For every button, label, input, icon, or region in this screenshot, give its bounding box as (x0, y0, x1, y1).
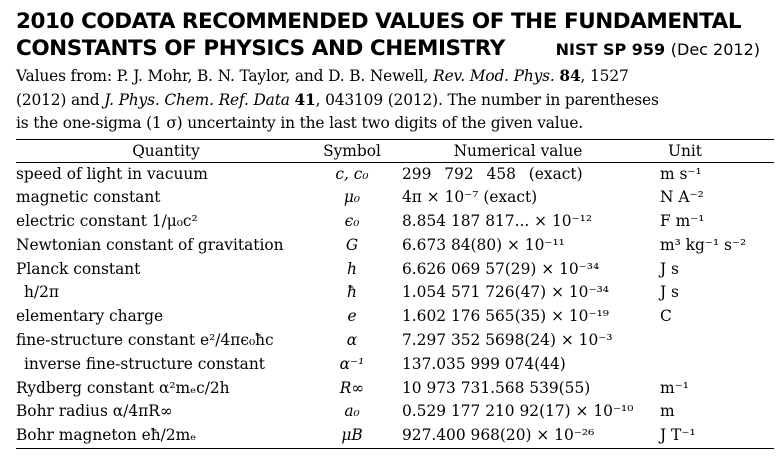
cell-quantity: elementary charge (16, 307, 164, 326)
title-line-2-text: CONSTANTS OF PHYSICS AND CHEMISTRY (16, 36, 505, 61)
cell-unit: m (660, 402, 675, 421)
title-line-1: 2010 CODATA RECOMMENDED VALUES OF THE FU… (16, 9, 742, 34)
journal-page: , 1527 (580, 67, 629, 85)
intro-text: Values from: P. J. Mohr, B. N. Taylor, a… (16, 67, 429, 85)
cell-value: 137.035 999 074(44) (402, 354, 566, 373)
cell-value: 299 792 458 (exact) (402, 164, 583, 183)
cell-value: 927.400 968(20) × 10⁻²⁶ (402, 426, 595, 445)
publication-id: NIST SP 959 (555, 40, 666, 59)
title-line-2: CONSTANTS OF PHYSICS AND CHEMISTRY NIST … (16, 35, 768, 63)
cell-value: 6.626 069 57(29) × 10⁻³⁴ (402, 259, 600, 278)
cell-symbol: G (345, 235, 359, 254)
cell-symbol: R∞ (339, 378, 365, 397)
header-unit: Unit (668, 141, 702, 160)
cell-symbol: ħ (347, 283, 357, 302)
publication-info: NIST SP 959 (Dec 2012) (556, 36, 760, 63)
journal-name: Rev. Mod. Phys. (433, 67, 555, 85)
cell-unit: m s⁻¹ (660, 164, 702, 183)
intro-line-3: is the one-sigma (1 σ) uncertainty in th… (16, 114, 584, 132)
header-symbol: Symbol (323, 141, 381, 160)
cell-quantity: inverse fine-structure constant (24, 354, 265, 373)
table-row: Newtonian constant of gravitation G 6.673 … (16, 234, 774, 258)
cell-unit: m⁻¹ (660, 378, 689, 397)
cell-unit (648, 353, 774, 377)
cell-quantity: fine-structure constant e²/4πϵ₀ħc (16, 331, 274, 350)
cell-symbol: μ₀ (343, 188, 361, 207)
cell-unit: F m⁻¹ (660, 212, 705, 231)
cell-value: 4π × 10⁻⁷ (exact) (402, 188, 538, 207)
cell-value: 6.673 84(80) × 10⁻¹¹ (402, 235, 565, 254)
intro-text: (2012) and (16, 90, 100, 109)
cell-symbol: ϵ₀ (344, 212, 360, 231)
table-row: Bohr magneton eħ/2mₑ μB 927.400 968(20) × … (16, 424, 774, 449)
cell-unit (648, 329, 774, 353)
intro-line-2: (2012) and J. Phys. Chem. Ref. Data 41, … (16, 89, 768, 113)
cell-unit: C (660, 307, 672, 326)
table-row: electric constant 1/μ₀c² ϵ₀ 8.854 187 817.… (16, 210, 774, 234)
table-row: Bohr radius α/4πR∞ a₀ 0.529 177 210 92(17)… (16, 400, 774, 424)
intro-text: , 043109 (2012). The number in parenthes… (315, 90, 659, 109)
cell-unit: J s (660, 283, 679, 302)
document: 2010 CODATA RECOMMENDED VALUES OF THE FU… (16, 8, 774, 449)
intro-line-1: Values from: P. J. Mohr, B. N. Taylor, a… (16, 65, 768, 89)
table-header-row: Quantity Symbol Numerical value Unit (16, 139, 774, 162)
cell-value: 10 973 731.568 539(55) (402, 378, 591, 397)
cell-value: 1.602 176 565(35) × 10⁻¹⁹ (402, 307, 609, 326)
cell-quantity: Bohr radius α/4πR∞ (16, 402, 173, 421)
table-row: inverse fine-structure constant α⁻¹ 137.03… (16, 353, 774, 377)
cell-symbol: e (347, 307, 357, 326)
cell-value: 1.054 571 726(47) × 10⁻³⁴ (402, 283, 609, 302)
cell-unit: J T⁻¹ (660, 426, 696, 445)
table-row: fine-structure constant e²/4πϵ₀ħc α 7.297 … (16, 329, 774, 353)
journal-volume: 84 (559, 67, 581, 85)
cell-quantity: electric constant 1/μ₀c² (16, 212, 198, 231)
cell-quantity: Bohr magneton eħ/2mₑ (16, 426, 197, 445)
cell-quantity: Newtonian constant of gravitation (16, 235, 284, 254)
table-row: speed of light in vacuum c, c₀ 299 792 458… (16, 162, 774, 186)
cell-value: 8.854 187 817... × 10⁻¹² (402, 212, 593, 231)
cell-symbol: c, c₀ (335, 164, 369, 183)
cell-unit: m³ kg⁻¹ s⁻² (660, 235, 747, 254)
cell-unit: J s (660, 259, 679, 278)
table-row: magnetic constant μ₀ 4π × 10⁻⁷ (exact) N A⁻… (16, 186, 774, 210)
cell-symbol: h (347, 259, 357, 278)
cell-unit: N A⁻² (660, 188, 704, 207)
table-row: h/2π ħ 1.054 571 726(47) × 10⁻³⁴ J s (16, 281, 774, 305)
table-row: elementary charge e 1.602 176 565(35) × 10… (16, 305, 774, 329)
cell-quantity: speed of light in vacuum (16, 164, 208, 183)
cell-symbol: α (346, 331, 358, 350)
cell-quantity: h/2π (24, 283, 60, 302)
cell-quantity: magnetic constant (16, 188, 161, 207)
cell-value: 7.297 352 5698(24) × 10⁻³ (402, 331, 613, 350)
cell-symbol: μB (341, 426, 363, 445)
cell-value: 0.529 177 210 92(17) × 10⁻¹⁰ (402, 402, 634, 421)
journal-volume: 41 (294, 90, 316, 109)
journal-name: J. Phys. Chem. Ref. Data (104, 90, 290, 109)
header-value: Numerical value (453, 141, 583, 160)
header-quantity: Quantity (132, 141, 200, 160)
table-row: Rydberg constant α²mₑc/2h R∞ 10 973 731.56… (16, 377, 774, 401)
publication-date: (Dec 2012) (670, 40, 760, 59)
cell-symbol: a₀ (344, 402, 360, 421)
constants-table: Quantity Symbol Numerical value Unit spe… (16, 139, 774, 450)
cell-symbol: α⁻¹ (339, 354, 365, 373)
table-row: Planck constant h 6.626 069 57(29) × 10⁻³⁴… (16, 258, 774, 282)
cell-quantity: Planck constant (16, 259, 141, 278)
cell-quantity: Rydberg constant α²mₑc/2h (16, 378, 230, 397)
intro-paragraph: Values from: P. J. Mohr, B. N. Taylor, a… (16, 65, 768, 136)
